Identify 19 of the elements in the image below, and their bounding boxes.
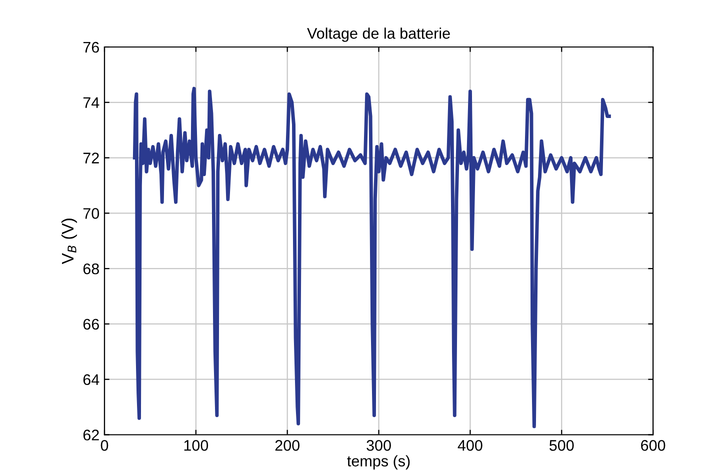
x-tick-label: 100: [184, 440, 208, 451]
chart-title: Voltage de la batterie: [307, 28, 450, 42]
x-tick-label: 500: [549, 440, 574, 451]
y-tick-label: 70: [83, 208, 100, 219]
x-tick-label: 600: [641, 440, 666, 451]
y-tick-label: 76: [83, 42, 99, 53]
y-tick-label: 74: [83, 97, 100, 108]
x-tick-label: 400: [458, 440, 482, 451]
y-axis-title: V$_{B}$ (V): [61, 218, 77, 264]
y-tick-label: 64: [83, 374, 100, 386]
y-tick-label: 72: [83, 152, 99, 164]
y-tick-label: 66: [83, 318, 99, 330]
x-axis-title: temps (s): [347, 455, 410, 470]
x-tick-label: 300: [366, 440, 391, 451]
x-tick-label: 0: [100, 440, 108, 451]
y-tick-label: 68: [83, 263, 99, 274]
line-series: [132, 86, 611, 428]
x-tick-label: 200: [275, 440, 300, 451]
y-tick-label: 62: [83, 430, 99, 440]
